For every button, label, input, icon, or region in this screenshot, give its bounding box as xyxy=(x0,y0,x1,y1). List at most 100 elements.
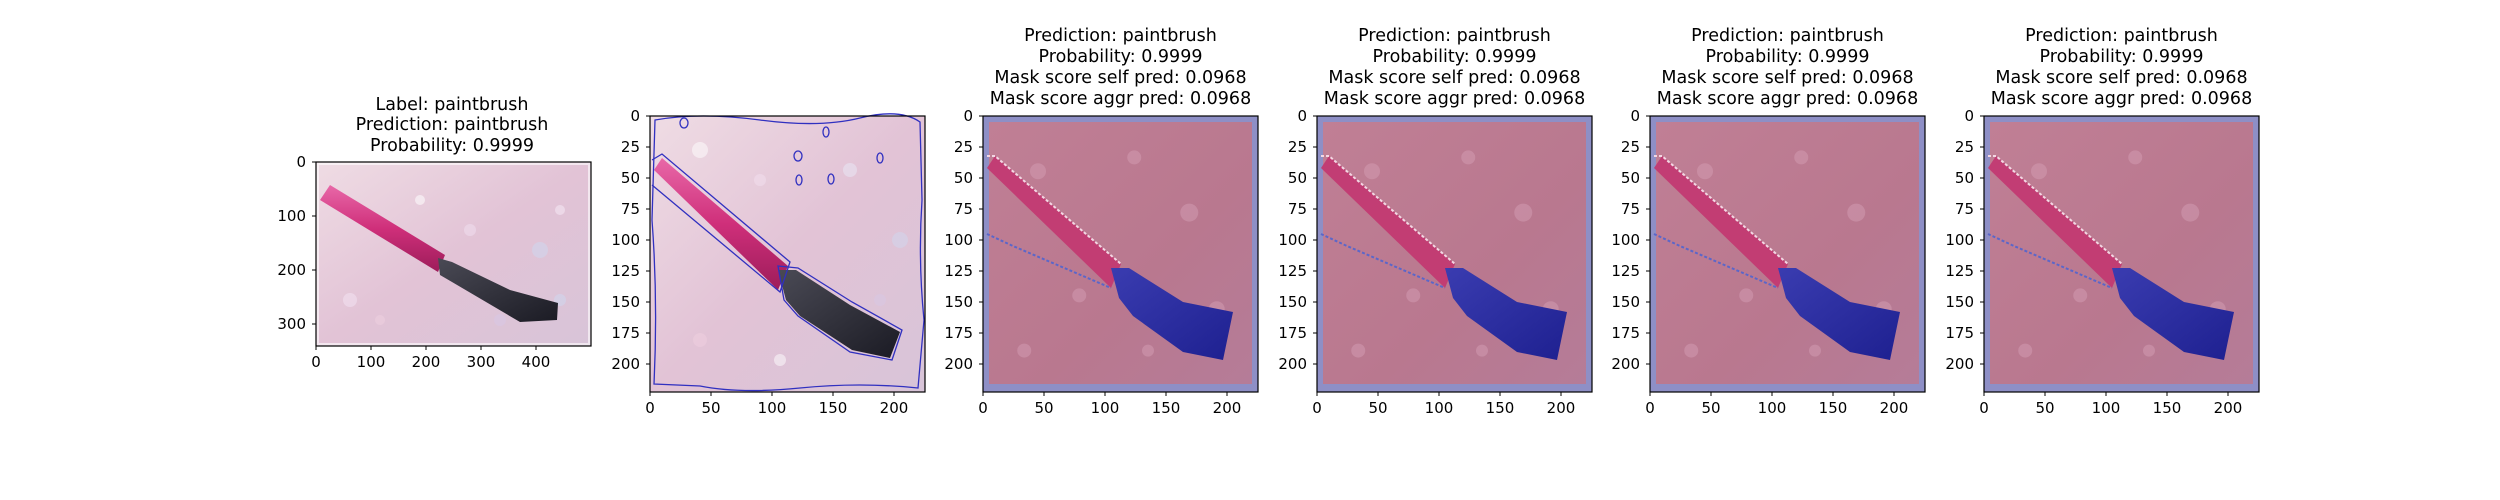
panel-5-xtick-0: 0 xyxy=(1645,399,1655,417)
panel-1-ytick-300: 300 xyxy=(277,315,306,333)
panel-5-ytick-150: 150 xyxy=(1611,293,1640,311)
panel-2-x-axis: 0 50 100 150 200 xyxy=(645,392,908,417)
panel-5-title-line-2: Probability: 0.9999 xyxy=(1706,47,1870,67)
panel-1-image xyxy=(313,159,594,349)
panel-6-y-axis: 0 25 50 75 100 125 150 175 200 xyxy=(1945,107,1984,373)
panel-6-title-line-1: Prediction: paintbrush xyxy=(2025,26,2218,46)
panel-6-ytick-150: 150 xyxy=(1945,293,1974,311)
panel-2-xtick-200: 200 xyxy=(880,399,909,417)
panel-2-ytick-0: 0 xyxy=(630,107,640,125)
panel-5-ytick-75: 75 xyxy=(1621,200,1640,218)
panel-4-image xyxy=(1317,116,1592,392)
panel-4-ytick-150: 150 xyxy=(1278,293,1307,311)
panel-4-y-axis: 0 25 50 75 100 125 150 175 200 xyxy=(1278,107,1317,373)
panel-6-x-axis: 0 50 100 150 200 xyxy=(1979,392,2242,417)
panel-4-frame xyxy=(1316,115,1593,393)
panel-6-ytick-50: 50 xyxy=(1955,169,1974,187)
panel-3-title-line-2: Probability: 0.9999 xyxy=(1039,47,1203,67)
panel-3-ytick-150: 150 xyxy=(944,293,973,311)
panel-1-xtick-100: 100 xyxy=(357,353,386,371)
panel-4-ytick-175: 175 xyxy=(1278,324,1307,342)
panel-4-ytick-25: 25 xyxy=(1288,138,1307,156)
panel-6-ytick-200: 200 xyxy=(1945,355,1974,373)
panel-3-y-axis: 0 25 50 75 100 125 150 175 200 xyxy=(944,107,983,373)
panel-6-ytick-175: 175 xyxy=(1945,324,1974,342)
panel-5-ytick-125: 125 xyxy=(1611,262,1640,280)
panel-6-xtick-100: 100 xyxy=(2092,399,2121,417)
panel-5-x-axis: 0 50 100 150 200 xyxy=(1645,392,1908,417)
panel-6-title-line-4: Mask score aggr pred: 0.0968 xyxy=(1991,89,2252,109)
panel-2-ytick-75: 75 xyxy=(621,200,640,218)
panel-5-title-line-1: Prediction: paintbrush xyxy=(1691,26,1884,46)
panel-5-ytick-50: 50 xyxy=(1621,169,1640,187)
panel-6-ytick-125: 125 xyxy=(1945,262,1974,280)
panel-1-frame xyxy=(315,161,592,347)
panel-3-xtick-50: 50 xyxy=(1034,399,1053,417)
panel-4-xtick-100: 100 xyxy=(1425,399,1454,417)
panel-5-xtick-100: 100 xyxy=(1758,399,1787,417)
panel-2-ytick-125: 125 xyxy=(611,262,640,280)
panel-3-frame xyxy=(982,115,1259,393)
panel-2: 0 25 50 75 100 125 150 175 200 0 50 100 … xyxy=(611,107,926,417)
panel-6-title-line-2: Probability: 0.9999 xyxy=(2040,47,2204,67)
panel-5-ytick-25: 25 xyxy=(1621,138,1640,156)
panel-4-xtick-150: 150 xyxy=(1486,399,1515,417)
panel-4-ytick-200: 200 xyxy=(1278,355,1307,373)
panel-3-ytick-200: 200 xyxy=(944,355,973,373)
panel-4-ytick-75: 75 xyxy=(1288,200,1307,218)
panel-6-xtick-0: 0 xyxy=(1979,399,1989,417)
panel-5-title-line-3: Mask score self pred: 0.0968 xyxy=(1661,68,1913,88)
panel-1-title-line-2: Prediction: paintbrush xyxy=(356,115,549,135)
panel-6-xtick-200: 200 xyxy=(2214,399,2243,417)
panel-5-xtick-150: 150 xyxy=(1819,399,1848,417)
panel-1-ytick-100: 100 xyxy=(277,207,306,225)
panel-6-frame xyxy=(1983,115,2260,393)
panel-4-title-line-4: Mask score aggr pred: 0.0968 xyxy=(1324,89,1585,109)
panel-4-x-axis: 0 50 100 150 200 xyxy=(1312,392,1575,417)
panel-6-title-line-3: Mask score self pred: 0.0968 xyxy=(1995,68,2247,88)
panel-5-xtick-200: 200 xyxy=(1880,399,1909,417)
panel-6-xtick-150: 150 xyxy=(2153,399,2182,417)
panel-4-title-line-2: Probability: 0.9999 xyxy=(1373,47,1537,67)
panel-3-xtick-150: 150 xyxy=(1152,399,1181,417)
panel-2-y-axis: 0 25 50 75 100 125 150 175 200 xyxy=(611,107,650,373)
panel-5-ytick-100: 100 xyxy=(1611,231,1640,249)
panel-3-image xyxy=(983,116,1258,392)
panel-4-xtick-200: 200 xyxy=(1547,399,1576,417)
panel-5-ytick-200: 200 xyxy=(1611,355,1640,373)
panel-4-ytick-50: 50 xyxy=(1288,169,1307,187)
panel-3-x-axis: 0 50 100 150 200 xyxy=(978,392,1241,417)
panel-5-xtick-50: 50 xyxy=(1701,399,1720,417)
panel-5-ytick-0: 0 xyxy=(1630,107,1640,125)
panel-5-title-line-4: Mask score aggr pred: 0.0968 xyxy=(1657,89,1918,109)
panel-5-y-axis: 0 25 50 75 100 125 150 175 200 xyxy=(1611,107,1650,373)
panel-2-ytick-50: 50 xyxy=(621,169,640,187)
panel-4-ytick-125: 125 xyxy=(1278,262,1307,280)
panel-4-ytick-100: 100 xyxy=(1278,231,1307,249)
panel-2-ytick-100: 100 xyxy=(611,231,640,249)
panel-2-ytick-175: 175 xyxy=(611,324,640,342)
panel-4-xtick-0: 0 xyxy=(1312,399,1322,417)
panel-1-xtick-200: 200 xyxy=(412,353,441,371)
panel-3-ytick-125: 125 xyxy=(944,262,973,280)
panel-3-ytick-25: 25 xyxy=(954,138,973,156)
panel-4-title-line-1: Prediction: paintbrush xyxy=(1358,26,1551,46)
panel-2-xtick-150: 150 xyxy=(819,399,848,417)
panel-2-contours xyxy=(651,113,925,392)
panel-4-xtick-50: 50 xyxy=(1368,399,1387,417)
panel-2-xtick-50: 50 xyxy=(701,399,720,417)
panel-3-xtick-200: 200 xyxy=(1213,399,1242,417)
panel-3-xtick-0: 0 xyxy=(978,399,988,417)
panel-3-ytick-0: 0 xyxy=(963,107,973,125)
panel-1-title-line-1: Label: paintbrush xyxy=(376,95,529,115)
panel-6-ytick-75: 75 xyxy=(1955,200,1974,218)
panel-1: Label: paintbrush Prediction: paintbrush… xyxy=(277,95,594,371)
panel-3-ytick-175: 175 xyxy=(944,324,973,342)
panel-6-image xyxy=(1984,116,2259,392)
panel-2-ytick-150: 150 xyxy=(611,293,640,311)
panel-3-xtick-100: 100 xyxy=(1091,399,1120,417)
panel-1-xtick-0: 0 xyxy=(311,353,321,371)
